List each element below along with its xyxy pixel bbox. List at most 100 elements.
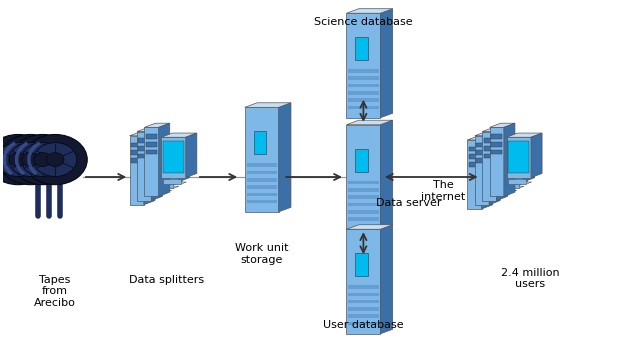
Polygon shape [154, 137, 190, 141]
Polygon shape [476, 143, 488, 147]
Polygon shape [146, 134, 157, 139]
Polygon shape [346, 225, 392, 229]
Ellipse shape [9, 143, 52, 177]
Text: Tapes
from
Arecibo: Tapes from Arecibo [34, 275, 76, 308]
Polygon shape [129, 136, 144, 205]
Polygon shape [348, 181, 379, 184]
Polygon shape [380, 9, 392, 118]
Polygon shape [146, 142, 157, 147]
Polygon shape [155, 184, 174, 188]
Polygon shape [156, 145, 177, 177]
Polygon shape [147, 145, 171, 186]
Polygon shape [348, 217, 379, 221]
Polygon shape [348, 285, 379, 289]
Ellipse shape [0, 135, 50, 185]
Polygon shape [482, 132, 496, 201]
Ellipse shape [23, 135, 87, 185]
Polygon shape [163, 141, 184, 173]
Polygon shape [162, 179, 181, 184]
Polygon shape [246, 163, 277, 167]
Polygon shape [486, 195, 509, 196]
Polygon shape [491, 134, 503, 139]
Ellipse shape [21, 143, 65, 177]
Polygon shape [244, 107, 279, 212]
Polygon shape [516, 141, 527, 186]
Polygon shape [499, 141, 524, 182]
Polygon shape [476, 158, 488, 162]
Polygon shape [482, 127, 508, 132]
Polygon shape [348, 69, 379, 73]
Polygon shape [500, 184, 519, 188]
Polygon shape [348, 91, 379, 95]
Polygon shape [139, 154, 150, 158]
Polygon shape [137, 132, 151, 201]
Polygon shape [246, 185, 277, 189]
Polygon shape [485, 150, 509, 190]
Polygon shape [348, 210, 379, 213]
Polygon shape [161, 133, 197, 137]
Polygon shape [148, 149, 169, 181]
Polygon shape [186, 133, 197, 178]
Polygon shape [475, 136, 489, 205]
Polygon shape [147, 141, 182, 145]
Polygon shape [348, 202, 379, 206]
Polygon shape [346, 13, 380, 118]
Polygon shape [346, 125, 380, 229]
Polygon shape [144, 127, 159, 196]
Polygon shape [131, 158, 142, 162]
Polygon shape [469, 154, 480, 159]
Polygon shape [348, 98, 379, 102]
Polygon shape [129, 132, 155, 136]
Text: 2.4 million
users: 2.4 million users [501, 268, 559, 289]
Polygon shape [380, 120, 392, 229]
Polygon shape [148, 190, 172, 193]
Polygon shape [355, 149, 368, 172]
Polygon shape [348, 188, 379, 192]
Polygon shape [475, 132, 500, 136]
Polygon shape [501, 145, 522, 177]
Ellipse shape [34, 153, 52, 166]
Polygon shape [151, 127, 162, 201]
Polygon shape [159, 123, 170, 196]
Polygon shape [508, 179, 526, 184]
Polygon shape [144, 123, 170, 127]
Polygon shape [504, 123, 515, 196]
Polygon shape [481, 136, 493, 209]
Polygon shape [155, 186, 179, 188]
Polygon shape [348, 300, 379, 303]
Polygon shape [492, 145, 516, 186]
Text: Data server: Data server [376, 198, 441, 208]
Polygon shape [171, 141, 182, 186]
Polygon shape [144, 132, 155, 205]
Polygon shape [348, 322, 379, 325]
Polygon shape [154, 141, 179, 182]
Text: User database: User database [323, 320, 404, 330]
Polygon shape [489, 132, 500, 205]
Polygon shape [508, 141, 529, 173]
Polygon shape [531, 133, 542, 178]
Ellipse shape [0, 143, 40, 177]
Polygon shape [355, 37, 368, 60]
Polygon shape [493, 188, 511, 193]
Polygon shape [348, 195, 379, 199]
Polygon shape [279, 103, 291, 212]
Polygon shape [137, 127, 162, 132]
Polygon shape [476, 150, 488, 155]
Polygon shape [492, 141, 527, 145]
Text: Work unit
storage: Work unit storage [235, 243, 289, 265]
Polygon shape [486, 192, 504, 196]
Text: Science database: Science database [314, 17, 413, 27]
Polygon shape [486, 153, 507, 185]
Polygon shape [346, 120, 392, 125]
Polygon shape [161, 137, 186, 178]
Polygon shape [146, 150, 157, 154]
Polygon shape [179, 137, 190, 182]
Polygon shape [484, 154, 495, 158]
Polygon shape [148, 188, 166, 193]
Polygon shape [506, 137, 531, 178]
Ellipse shape [11, 135, 75, 185]
Polygon shape [246, 178, 277, 182]
Polygon shape [484, 138, 495, 143]
Polygon shape [496, 127, 508, 201]
Polygon shape [348, 307, 379, 311]
